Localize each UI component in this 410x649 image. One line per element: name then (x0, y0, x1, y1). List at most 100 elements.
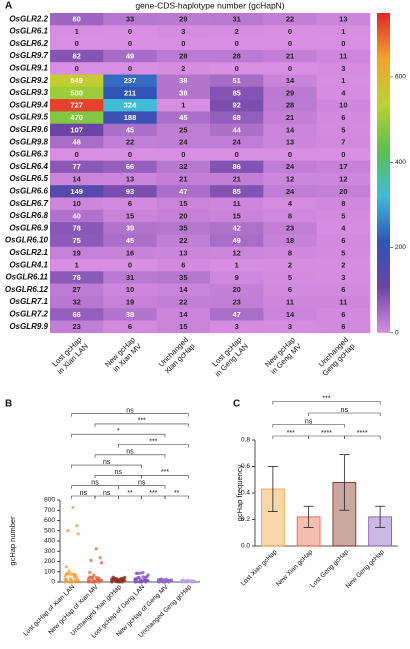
cell-label: 0 (181, 150, 185, 159)
cell-label: 45 (126, 125, 134, 134)
cell-label: 0 (341, 150, 345, 159)
cell-label: 4 (341, 224, 346, 233)
heatmap-cell (103, 25, 157, 38)
data-point (136, 576, 140, 580)
heatmap-cell (156, 246, 211, 260)
cell-label: 22 (179, 298, 187, 307)
cell-label: 14 (179, 310, 188, 319)
heatmap-cell (50, 172, 104, 186)
heatmap-cell (316, 111, 371, 124)
heatmap-cell (50, 37, 104, 51)
heatmap-cell (210, 86, 264, 100)
heatmap-cell (103, 222, 157, 235)
data-point (67, 569, 71, 573)
cell-label: 39 (126, 224, 134, 233)
heatmap-cell (316, 172, 371, 186)
heatmap-cell (156, 62, 211, 75)
heatmap-cell (263, 295, 317, 309)
significance-bracket (272, 424, 345, 428)
data-point (167, 578, 171, 583)
heatmap-cell (316, 62, 371, 75)
heatmap-cell (316, 37, 371, 51)
data-point (98, 556, 102, 560)
cell-label: 15 (126, 211, 134, 220)
heatmap-cell (263, 123, 317, 137)
cell-label: 31 (232, 15, 240, 24)
cell-label: 3 (235, 322, 239, 331)
significance-bracket (118, 485, 166, 489)
significance-label: ns (138, 480, 146, 487)
significance-label: ns (80, 490, 88, 497)
data-point (89, 576, 93, 580)
heatmap-cell (156, 74, 211, 88)
cell-label: 0 (128, 150, 132, 159)
heatmap-cell (50, 160, 104, 174)
x-tick-label: New Xian gcHap (275, 548, 314, 587)
heatmap-cell (50, 74, 104, 88)
cell-label: 0 (288, 27, 292, 36)
cell-label: 18 (286, 236, 294, 245)
cell-label: 32 (72, 298, 80, 307)
heatmap-cell (263, 308, 317, 321)
heatmap-cell (316, 86, 371, 100)
cell-label: 38 (179, 76, 187, 85)
heatmap-cell (103, 295, 157, 309)
data-point (143, 575, 148, 579)
data-point (66, 529, 70, 533)
heatmap-cell (210, 13, 264, 26)
heatmap-cell (50, 222, 104, 235)
significance-label: ns (126, 449, 134, 456)
heatmap-cell (156, 49, 211, 63)
row-label: OsGLR6.3 (9, 150, 48, 159)
data-point (94, 547, 98, 551)
heatmap-cell (103, 160, 157, 174)
cell-label: 0 (288, 39, 292, 48)
cell-label: 28 (179, 52, 187, 61)
y-tick-label: 200 (44, 558, 55, 565)
y-axis-label: gcHap number (8, 516, 17, 566)
cell-label: 77 (72, 162, 80, 171)
data-point (141, 575, 145, 579)
y-tick-label: 800 (44, 497, 55, 504)
significance-label: *** (149, 490, 157, 497)
cell-label: 0 (288, 150, 292, 159)
heatmap-cell (210, 259, 264, 272)
data-point (67, 580, 71, 584)
significance-label: **** (321, 430, 332, 437)
cell-label: 12 (286, 175, 294, 184)
heatmap-cell (316, 209, 371, 223)
significance-bracket (94, 454, 166, 458)
significance-bracket (94, 423, 189, 427)
significance-label: ns (341, 407, 349, 414)
heatmap-cell (50, 197, 104, 211)
cell-label: 3 (341, 273, 345, 282)
data-point (97, 576, 101, 580)
cell-label: 19 (126, 298, 134, 307)
heatmap-cell (210, 74, 264, 88)
column-label: Lost gcHapin Xian LAN (49, 335, 90, 376)
colorbar-tick-label: 400 (395, 159, 406, 166)
data-point (142, 579, 146, 583)
data-point (99, 578, 104, 582)
heatmap-cell (50, 320, 104, 334)
heatmap-cell (156, 37, 211, 51)
heatmap-cell (103, 197, 157, 211)
significance-label: ns (103, 490, 111, 497)
heatmap-cell (210, 271, 264, 284)
cell-label: 13 (126, 175, 134, 184)
cell-label: 17 (339, 162, 347, 171)
heatmap-cell (50, 136, 104, 149)
heatmap-cell (263, 209, 317, 223)
cell-label: 60 (72, 15, 80, 24)
cell-label: 5 (341, 125, 345, 134)
heatmap-cell (263, 271, 317, 284)
heatmap-cell (50, 13, 104, 26)
data-point (181, 579, 185, 583)
heatmap-cell (156, 99, 211, 112)
cell-label: 237 (124, 76, 137, 85)
error-bar (303, 505, 314, 528)
row-label: OsGLR6.7 (9, 199, 48, 208)
heatmap-cell (263, 172, 317, 186)
cell-label: 324 (124, 101, 137, 110)
heatmap-cell (263, 25, 317, 38)
